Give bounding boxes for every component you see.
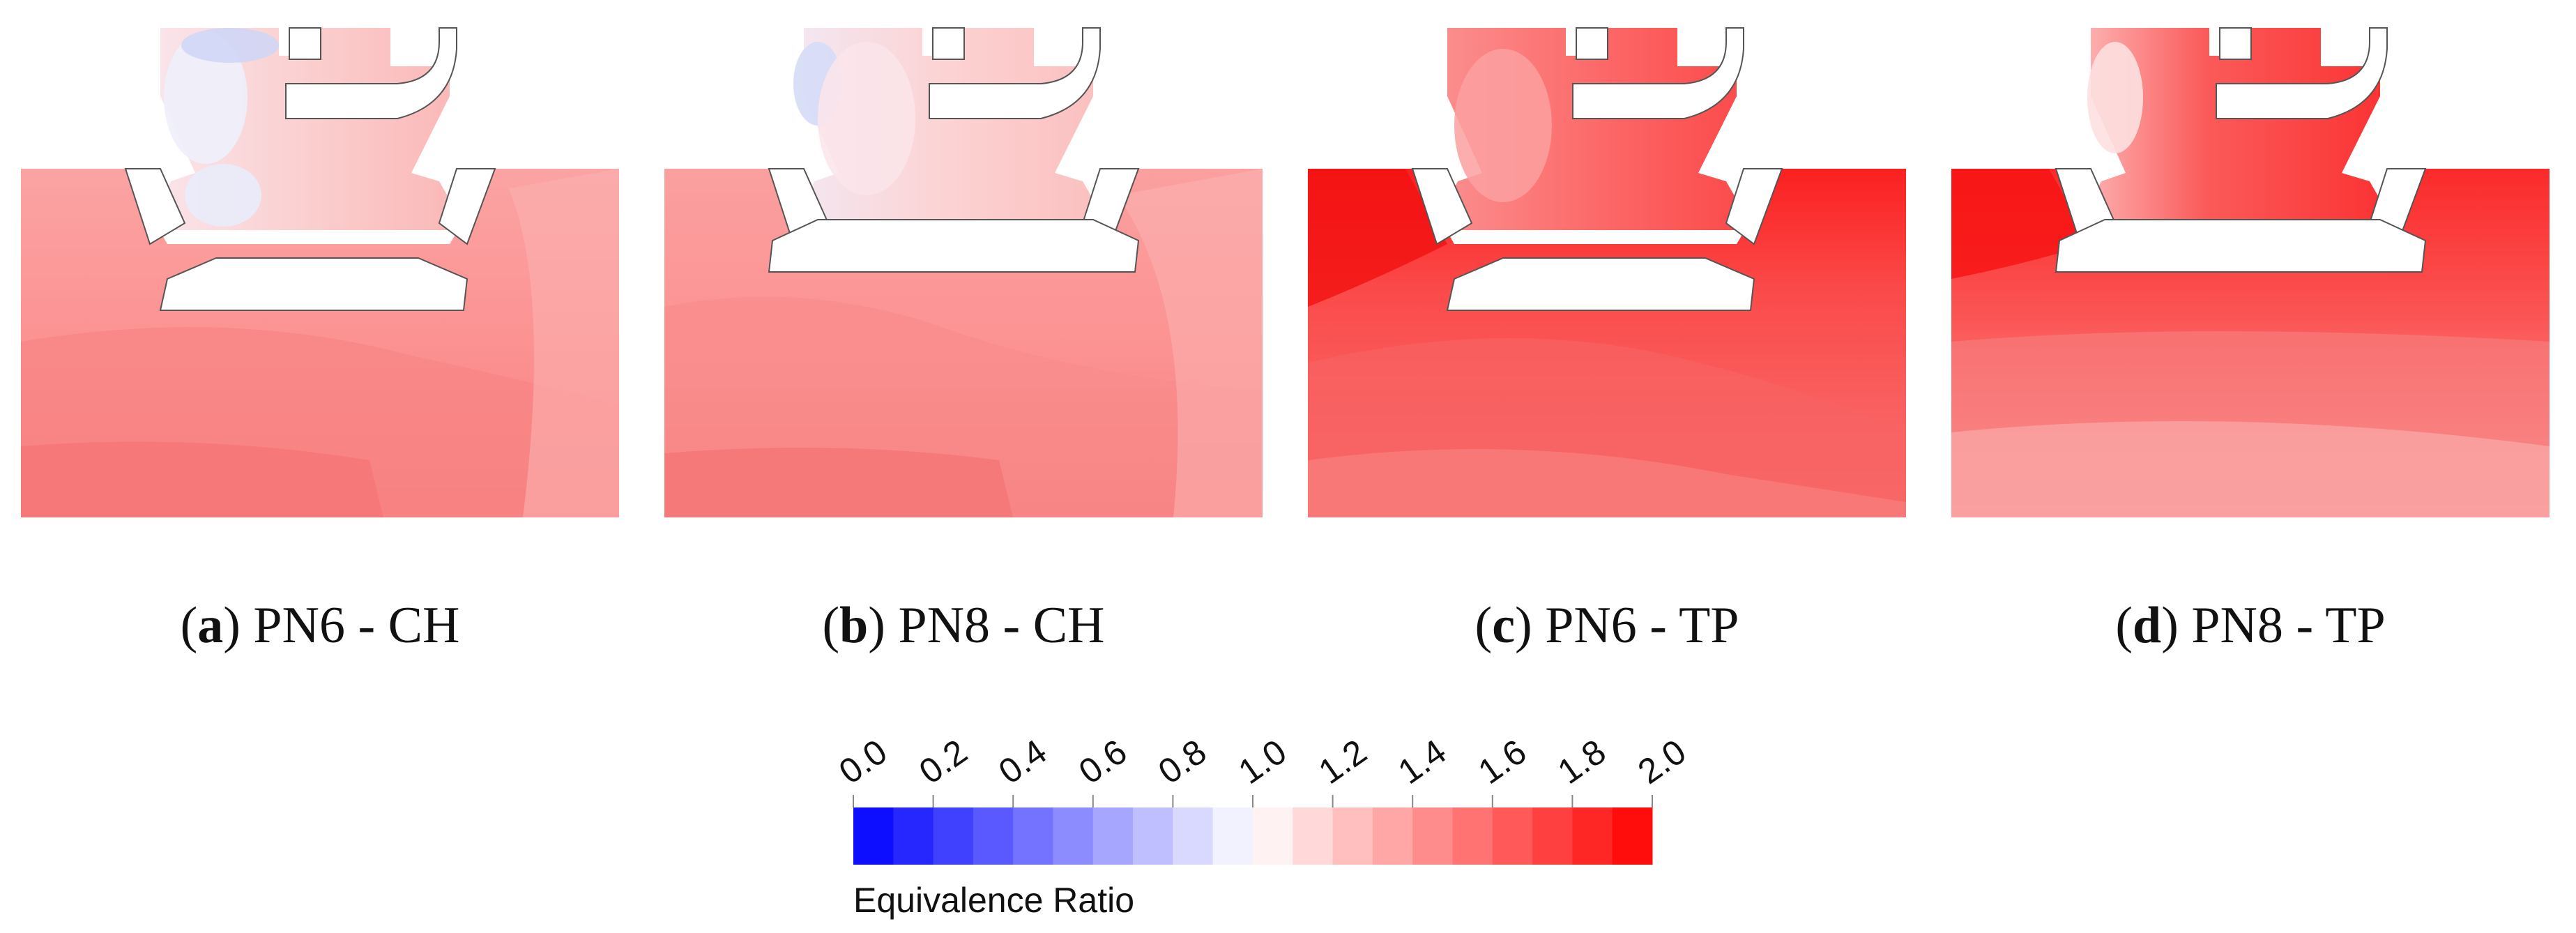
transfer-port	[1411, 168, 1473, 245]
contour-panel-c	[1308, 14, 1906, 517]
colorbar-band	[933, 807, 974, 865]
piston	[159, 257, 468, 311]
contour-band	[509, 169, 619, 517]
exhaust-duct	[2216, 27, 2388, 119]
exhaust-duct	[2219, 27, 2252, 60]
caption-d: (d) PN8 - TP	[2115, 597, 2386, 654]
legend-title: Equivalence Ratio	[853, 881, 1135, 920]
caption-text: PN6 - CH	[253, 597, 460, 654]
colorbar-band	[1372, 807, 1413, 865]
caption-letter: d	[2133, 597, 2162, 654]
colorbar-band	[1532, 807, 1573, 865]
contour-panel-b	[664, 14, 1263, 517]
piston	[768, 219, 1140, 273]
colorbar-band	[1013, 807, 1053, 865]
contour-band	[21, 441, 383, 517]
caption-letter: a	[197, 597, 224, 654]
contour-band	[1118, 169, 1263, 517]
colorbar-band	[1293, 807, 1334, 865]
exhaust-duct	[1572, 27, 1744, 119]
exhaust-duct	[289, 27, 321, 60]
contour-blob	[181, 28, 279, 63]
contour-plot-d	[1951, 27, 2550, 517]
colorbar-band	[1572, 807, 1613, 865]
colorbar-band	[1092, 807, 1134, 865]
caption-letter: b	[839, 597, 869, 654]
exhaust-duct	[929, 27, 1101, 119]
contour-band	[1308, 449, 1906, 517]
piston	[2055, 219, 2427, 273]
contour-plot-b	[664, 27, 1263, 517]
exhaust-duct	[932, 27, 965, 60]
caption-text: PN6 - TP	[1545, 597, 1739, 654]
exhaust-duct	[285, 27, 457, 119]
caption-c: (c) PN6 - TP	[1474, 597, 1739, 654]
caption-a: (a) PN6 - CH	[180, 597, 460, 654]
colorbar-band	[1492, 807, 1533, 865]
colorbar-band	[1452, 807, 1493, 865]
colorbar-band	[1173, 807, 1214, 865]
contour-blob	[818, 42, 915, 195]
caption-text: PN8 - TP	[2191, 597, 2386, 654]
contour-blob	[185, 164, 261, 227]
contour-plot-c	[1308, 27, 1906, 517]
colorbar-band	[1053, 807, 1094, 865]
colorbar-legend: 0.0 0.2 0.4 0.6 0.8 1.0 1.2 1.4 1.6 1.8 2.0 Equiva…	[832, 725, 1693, 927]
transfer-port	[1725, 168, 1783, 245]
colorbar-band	[853, 807, 894, 865]
caption-b: (b) PN8 - CH	[822, 597, 1105, 654]
contour-blob	[2087, 42, 2143, 153]
colorbar-band	[1412, 807, 1453, 865]
contour-band	[1951, 421, 2550, 517]
colorbar	[853, 795, 1653, 865]
contour-panel-a	[21, 14, 619, 517]
contour-blob	[164, 31, 247, 164]
colorbar-band	[973, 807, 1014, 865]
colorbar-band	[1253, 807, 1293, 865]
transfer-port	[438, 168, 496, 245]
contour-panel-d	[1951, 14, 2550, 517]
contour-blob	[1454, 49, 1552, 202]
piston	[1446, 257, 1755, 311]
colorbar-band	[1612, 807, 1653, 865]
exhaust-duct	[1576, 27, 1608, 60]
head-region	[2077, 28, 2398, 230]
colorbar-band	[1133, 807, 1173, 865]
contour-band	[1951, 169, 2091, 279]
caption-text: PN8 - CH	[898, 597, 1105, 654]
colorbar-band	[893, 807, 934, 865]
contour-plot-a	[21, 27, 619, 517]
colorbar-band	[1332, 807, 1373, 865]
contour-band	[1308, 169, 1447, 307]
transfer-port	[124, 168, 186, 245]
contour-band	[664, 448, 1013, 517]
caption-letter: c	[1492, 597, 1516, 654]
colorbar-band	[1212, 807, 1253, 865]
